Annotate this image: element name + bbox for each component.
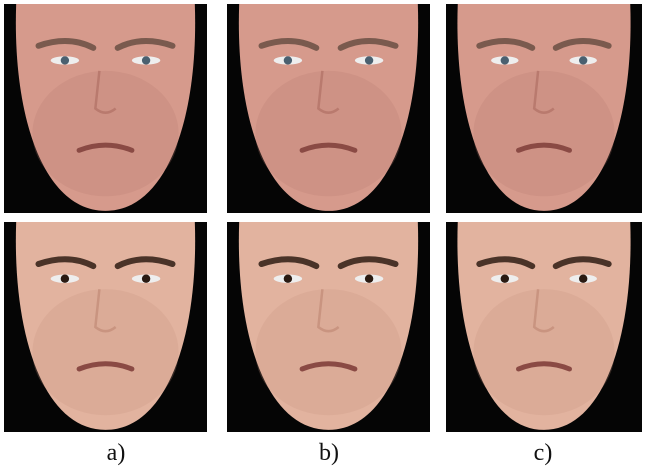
- mouth: [299, 361, 358, 372]
- iris: [141, 56, 151, 65]
- iris: [283, 56, 293, 65]
- panel-label: a): [107, 440, 126, 466]
- iris: [500, 56, 509, 65]
- cheek-shade: [473, 70, 615, 197]
- panel-label: b): [319, 440, 339, 466]
- nose: [317, 289, 340, 333]
- eyebrow: [114, 256, 176, 270]
- mouth: [299, 142, 358, 153]
- iris: [364, 56, 374, 65]
- cheek-shade: [255, 289, 402, 416]
- nose: [317, 70, 340, 114]
- face: [457, 4, 631, 211]
- eyebrow: [114, 38, 176, 51]
- face: [15, 4, 196, 211]
- mouth: [516, 142, 572, 153]
- iris: [364, 274, 374, 283]
- mouth: [76, 142, 135, 153]
- eyebrow: [552, 38, 612, 51]
- nose: [94, 70, 117, 114]
- eyebrow: [35, 38, 97, 51]
- mouth: [76, 361, 135, 372]
- mouth: [516, 361, 572, 372]
- face: [15, 222, 196, 430]
- iris: [579, 274, 588, 283]
- nose: [532, 70, 555, 114]
- eyebrow: [552, 256, 612, 270]
- nose: [532, 289, 555, 333]
- eyebrow: [337, 38, 399, 51]
- eyebrow: [258, 38, 320, 51]
- eyebrow: [476, 38, 536, 51]
- face: [238, 222, 419, 430]
- iris: [579, 56, 588, 65]
- iris: [60, 274, 70, 283]
- cheek-shade: [32, 70, 179, 197]
- cheek-shade: [473, 289, 615, 416]
- face: [238, 4, 419, 211]
- iris: [500, 274, 509, 283]
- eyebrow: [476, 256, 536, 270]
- panel-label: c): [534, 440, 553, 466]
- face: [457, 222, 631, 430]
- iris: [141, 274, 151, 283]
- cheek-shade: [32, 289, 179, 416]
- eyebrow: [337, 256, 399, 270]
- eyebrow: [35, 256, 97, 270]
- cheek-shade: [255, 70, 402, 197]
- eyebrow: [258, 256, 320, 270]
- nose: [94, 289, 117, 333]
- iris: [60, 56, 70, 65]
- iris: [283, 274, 293, 283]
